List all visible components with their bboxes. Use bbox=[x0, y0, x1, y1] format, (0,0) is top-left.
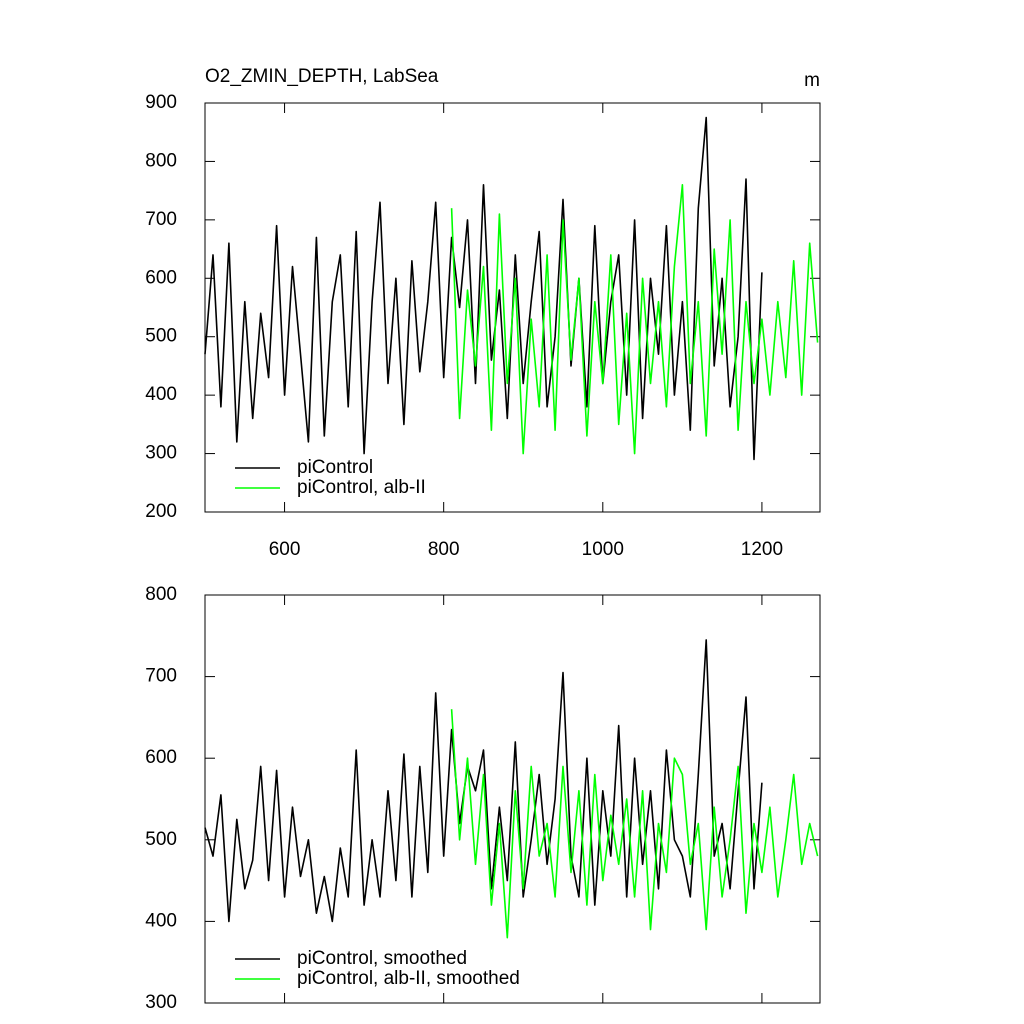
x-tick-label: 800 bbox=[428, 539, 460, 560]
y-tick-label: 800 bbox=[145, 584, 177, 605]
y-tick-label: 400 bbox=[145, 910, 177, 931]
plot-frame bbox=[204, 102, 821, 513]
y-tick-label: 200 bbox=[145, 501, 177, 522]
y-tick-label: 500 bbox=[145, 829, 177, 850]
y-tick-label: 300 bbox=[145, 443, 177, 464]
data-line bbox=[450, 709, 819, 939]
data-line bbox=[450, 184, 819, 455]
legend-label: piControl, alb-II bbox=[297, 477, 426, 498]
chart-title: O2_ZMIN_DEPTH, LabSea bbox=[205, 66, 439, 87]
y-tick-label: 400 bbox=[145, 384, 177, 405]
data-line bbox=[204, 639, 763, 923]
y-tick-label: 700 bbox=[145, 666, 177, 687]
y-tick-label: 700 bbox=[145, 209, 177, 230]
x-tick-label: 1200 bbox=[741, 539, 783, 560]
y-tick-label: 500 bbox=[145, 326, 177, 347]
x-tick-label: 600 bbox=[269, 539, 301, 560]
y-tick-label: 900 bbox=[145, 92, 177, 113]
y-tick-label: 800 bbox=[145, 150, 177, 171]
legend-label: piControl, alb-II, smoothed bbox=[297, 968, 520, 989]
data-line bbox=[204, 116, 763, 461]
y-tick-label: 300 bbox=[145, 992, 177, 1013]
legend-label: piControl, smoothed bbox=[297, 948, 467, 969]
y-tick-label: 600 bbox=[145, 267, 177, 288]
units-label: m bbox=[804, 70, 820, 91]
x-tick-label: 1000 bbox=[582, 539, 624, 560]
legend-label: piControl bbox=[297, 457, 373, 478]
y-tick-label: 600 bbox=[145, 747, 177, 768]
plot-frame bbox=[204, 594, 821, 1004]
